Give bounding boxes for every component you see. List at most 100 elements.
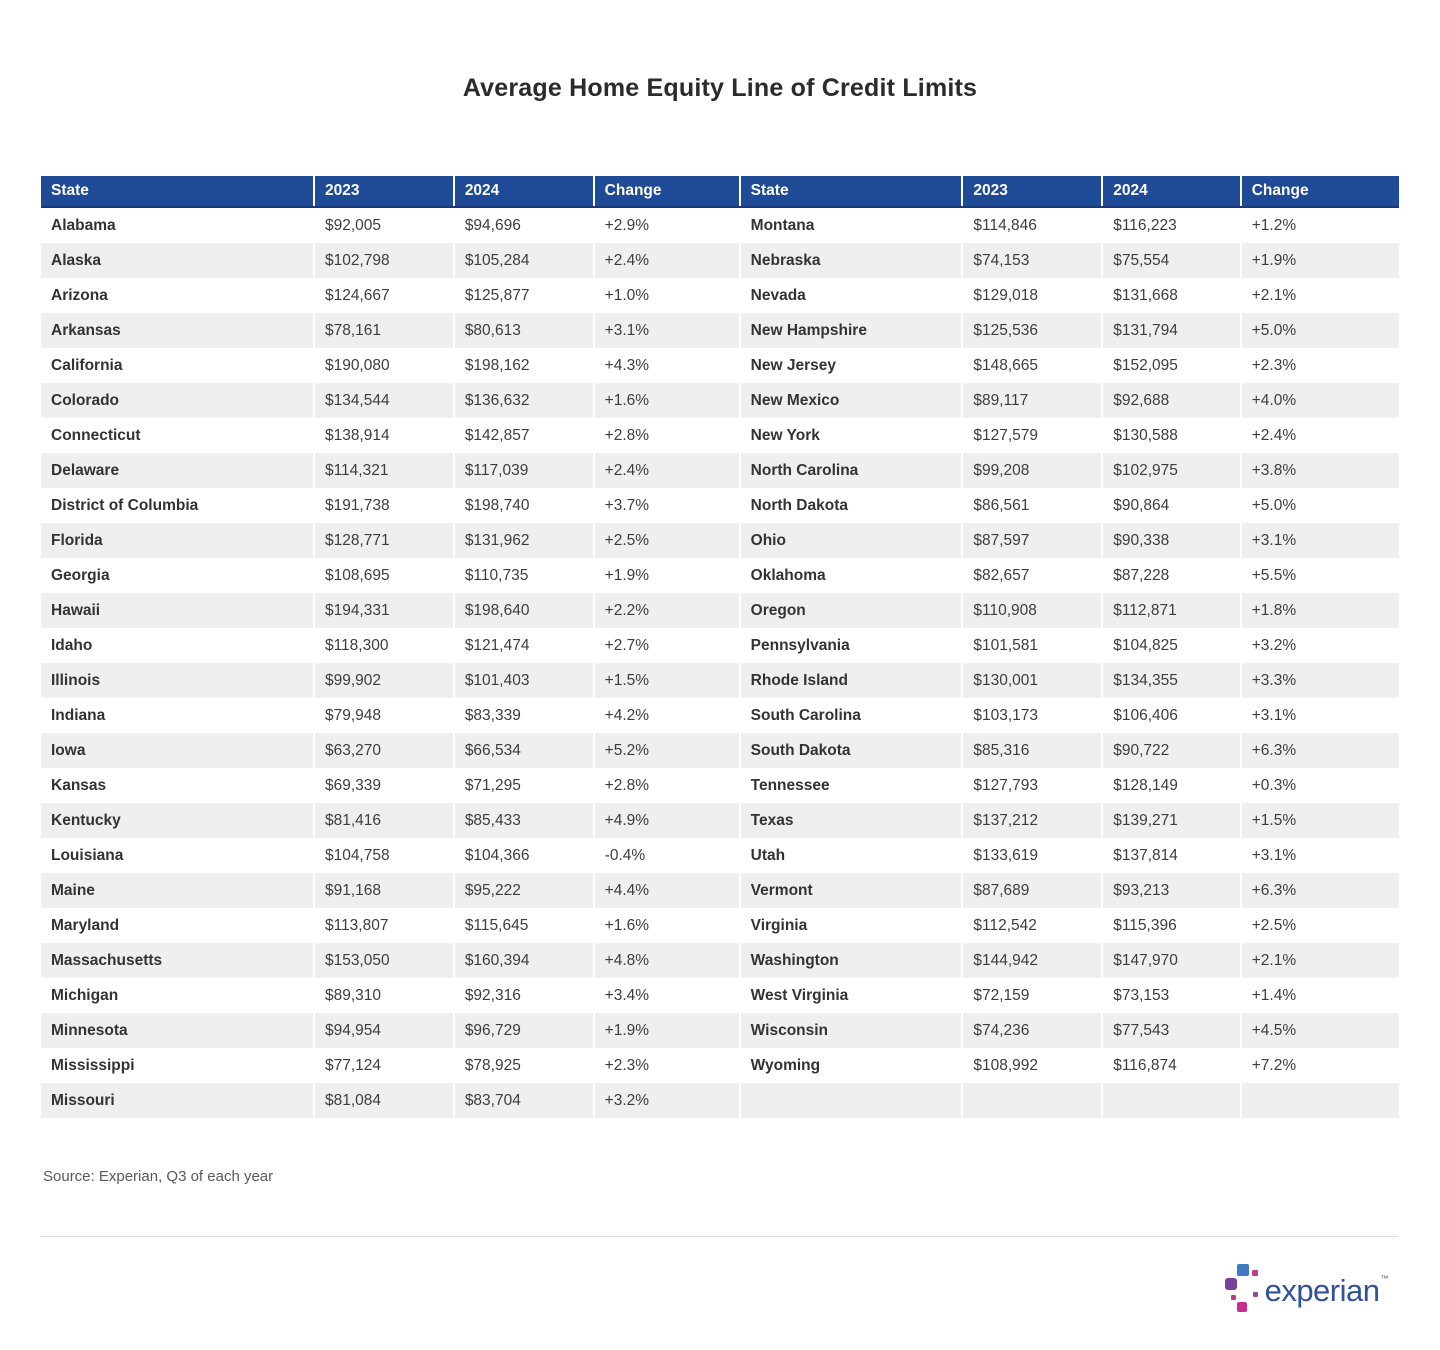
state-cell: Utah [739,838,964,873]
table-row: Arizona $124,667 $125,877 +1.0% Nevada $129,0… [41,278,1399,313]
value-cell: $102,975 [1102,453,1242,488]
value-cell: +3.3% [1240,663,1399,698]
value-cell: $77,124 [313,1048,455,1083]
value-cell: +3.1% [593,313,741,348]
source-note: Source: Experian, Q3 of each year [43,1168,274,1185]
state-cell: Kansas [41,768,315,803]
value-cell: +1.9% [593,558,741,593]
state-cell: Pennsylvania [739,628,964,663]
state-cell: Nebraska [739,243,964,278]
value-cell: $125,536 [962,313,1104,348]
value-cell: $104,758 [313,838,455,873]
state-cell: Vermont [739,873,964,908]
value-cell: +2.4% [1240,418,1399,453]
experian-trademark: ™ [1380,1273,1389,1283]
value-cell: $110,908 [962,593,1104,628]
state-cell: Delaware [41,453,315,488]
value-cell [962,1083,1104,1118]
state-cell: Maryland [41,908,315,943]
state-cell: Alabama [41,207,315,243]
table-row: District of Columbia $191,738 $198,740 +3.7… [41,488,1399,523]
value-cell: $113,807 [313,908,455,943]
value-cell: $198,162 [453,348,595,383]
value-cell: $92,316 [453,978,595,1013]
value-cell: +5.2% [593,733,741,768]
value-cell: +3.4% [593,978,741,1013]
table-header-row: State 2023 2024 Change State 2023 2024 Change [41,176,1399,208]
value-cell: $115,396 [1102,908,1242,943]
value-cell: $86,561 [962,488,1104,523]
state-cell: Mississippi [41,1048,315,1083]
table-row: Georgia $108,695 $110,735 +1.9% Oklahoma $82,… [41,558,1399,593]
state-cell: Missouri [41,1083,315,1118]
value-cell: $136,632 [453,383,595,418]
column-header: Change [593,176,741,208]
value-cell: $87,228 [1102,558,1242,593]
state-cell: District of Columbia [41,488,315,523]
state-cell: Washington [739,943,964,978]
column-header: 2023 [313,176,455,208]
value-cell: $78,161 [313,313,455,348]
state-cell: Colorado [41,383,315,418]
logo-square-purple-tiny-icon [1252,1292,1258,1297]
value-cell: +4.9% [593,803,741,838]
table-row: Hawaii $194,331 $198,640 +2.2% Oregon $110,90… [41,593,1399,628]
state-cell: Rhode Island [739,663,964,698]
value-cell: $79,948 [313,698,455,733]
state-cell: California [41,348,315,383]
value-cell: $63,270 [313,733,455,768]
value-cell: +2.5% [593,523,741,558]
value-cell: $66,534 [453,733,595,768]
value-cell: $114,321 [313,453,455,488]
column-header: Change [1240,176,1399,208]
value-cell: +3.1% [1240,523,1399,558]
value-cell: +2.1% [1240,278,1399,313]
value-cell: $112,871 [1102,593,1242,628]
value-cell: $90,338 [1102,523,1242,558]
value-cell: +3.1% [1240,838,1399,873]
value-cell: +1.0% [593,278,741,313]
value-cell: $152,095 [1102,348,1242,383]
value-cell: +2.5% [1240,908,1399,943]
value-cell: $92,005 [313,207,455,243]
state-cell: South Carolina [739,698,964,733]
value-cell: $75,554 [1102,243,1242,278]
value-cell [1240,1083,1399,1118]
value-cell: $137,814 [1102,838,1242,873]
table-row: Michigan $89,310 $92,316 +3.4% West Virginia… [41,978,1399,1013]
value-cell: $93,213 [1102,873,1242,908]
value-cell: $99,208 [962,453,1104,488]
value-cell: $95,222 [453,873,595,908]
value-cell: $89,117 [962,383,1104,418]
value-cell: +1.5% [1240,803,1399,838]
state-cell: Oklahoma [739,558,964,593]
table-row: Kansas $69,339 $71,295 +2.8% Tennessee $127,7… [41,768,1399,803]
value-cell: $131,962 [453,523,595,558]
page-title: Average Home Equity Line of Credit Limit… [462,74,978,102]
value-cell: $190,080 [313,348,455,383]
state-cell: Kentucky [41,803,315,838]
value-cell: $130,001 [962,663,1104,698]
value-cell: +2.9% [593,207,741,243]
value-cell: +1.8% [1240,593,1399,628]
value-cell: $90,722 [1102,733,1242,768]
value-cell: $83,339 [453,698,595,733]
experian-logo: experian™ [1223,1262,1388,1318]
value-cell: $110,735 [453,558,595,593]
value-cell: $198,740 [453,488,595,523]
value-cell: $108,695 [313,558,455,593]
value-cell: $94,696 [453,207,595,243]
state-cell: Massachusetts [41,943,315,978]
logo-square-purple-icon [1224,1278,1237,1290]
value-cell: $128,771 [313,523,455,558]
value-cell: $128,149 [1102,768,1242,803]
value-cell: $125,877 [453,278,595,313]
table-row: Maine $91,168 $95,222 +4.4% Vermont $87,689 $9… [41,873,1399,908]
state-cell: Montana [739,207,964,243]
state-cell: Texas [739,803,964,838]
table-row: Delaware $114,321 $117,039 +2.4% North Carol… [41,453,1399,488]
state-cell: Louisiana [41,838,315,873]
value-cell: $127,579 [962,418,1104,453]
footer-divider [40,1236,1398,1237]
